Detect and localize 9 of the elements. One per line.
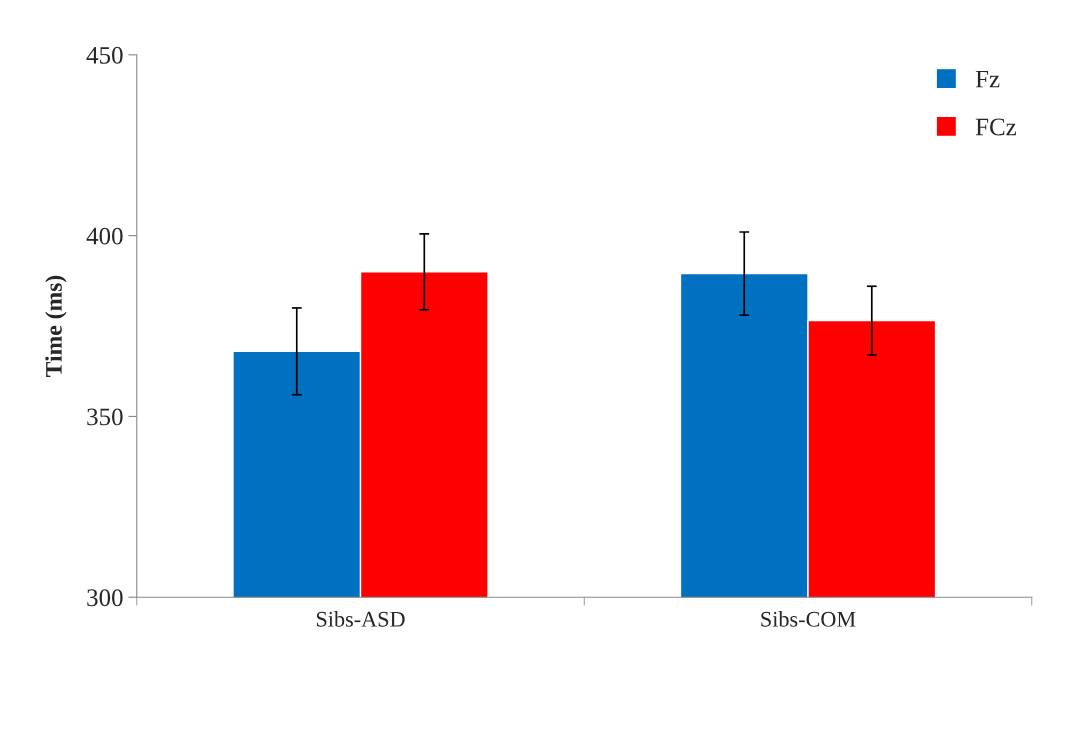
x-tick-label: Sibs-COM xyxy=(761,611,856,627)
x-tick-label: Sibs-ASD xyxy=(316,611,405,627)
legend-label: FCz xyxy=(975,118,1017,136)
y-tick-label: 400 xyxy=(86,227,123,245)
legend-label: Fz xyxy=(975,70,1000,88)
y-axis-title: Time (ms) xyxy=(45,275,67,377)
y-tick-label: 350 xyxy=(87,408,123,426)
y-tick-label: 300 xyxy=(87,589,123,607)
y-tick-label: 450 xyxy=(86,46,123,64)
